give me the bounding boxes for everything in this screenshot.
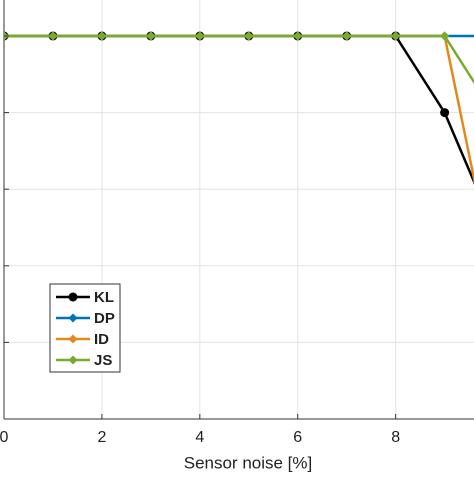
x-tick-label: 0 <box>0 429 9 446</box>
x-axis-label: Sensor noise [%] <box>184 453 313 472</box>
marker <box>48 31 58 41</box>
ticks: 0 2 4 6 8 <box>0 35 400 446</box>
x-tick-label: 2 <box>97 429 106 446</box>
marker <box>293 31 303 41</box>
legend-marker <box>68 313 78 323</box>
marker <box>244 31 254 41</box>
series-line <box>4 34 474 185</box>
legend-label: ID <box>94 331 109 348</box>
marker <box>97 31 107 41</box>
legend-label: JS <box>94 352 112 369</box>
marker <box>342 31 352 41</box>
legend-label: KL <box>94 289 114 306</box>
legend-box <box>49 283 121 373</box>
legend: KL DP ID JS <box>49 283 121 373</box>
marker <box>146 31 156 41</box>
x-tick-label: 4 <box>195 429 204 446</box>
marker <box>391 31 401 41</box>
legend-marker <box>68 334 78 344</box>
legend-marker <box>68 355 78 365</box>
marker <box>440 31 450 41</box>
legend-label: DP <box>94 310 115 327</box>
x-tick-label: 6 <box>293 429 302 446</box>
series-line <box>4 34 474 185</box>
plot-area <box>4 31 474 185</box>
x-tick-label: 8 <box>391 429 400 446</box>
legend-marker <box>68 292 78 302</box>
marker <box>440 108 450 118</box>
marker <box>195 31 205 41</box>
